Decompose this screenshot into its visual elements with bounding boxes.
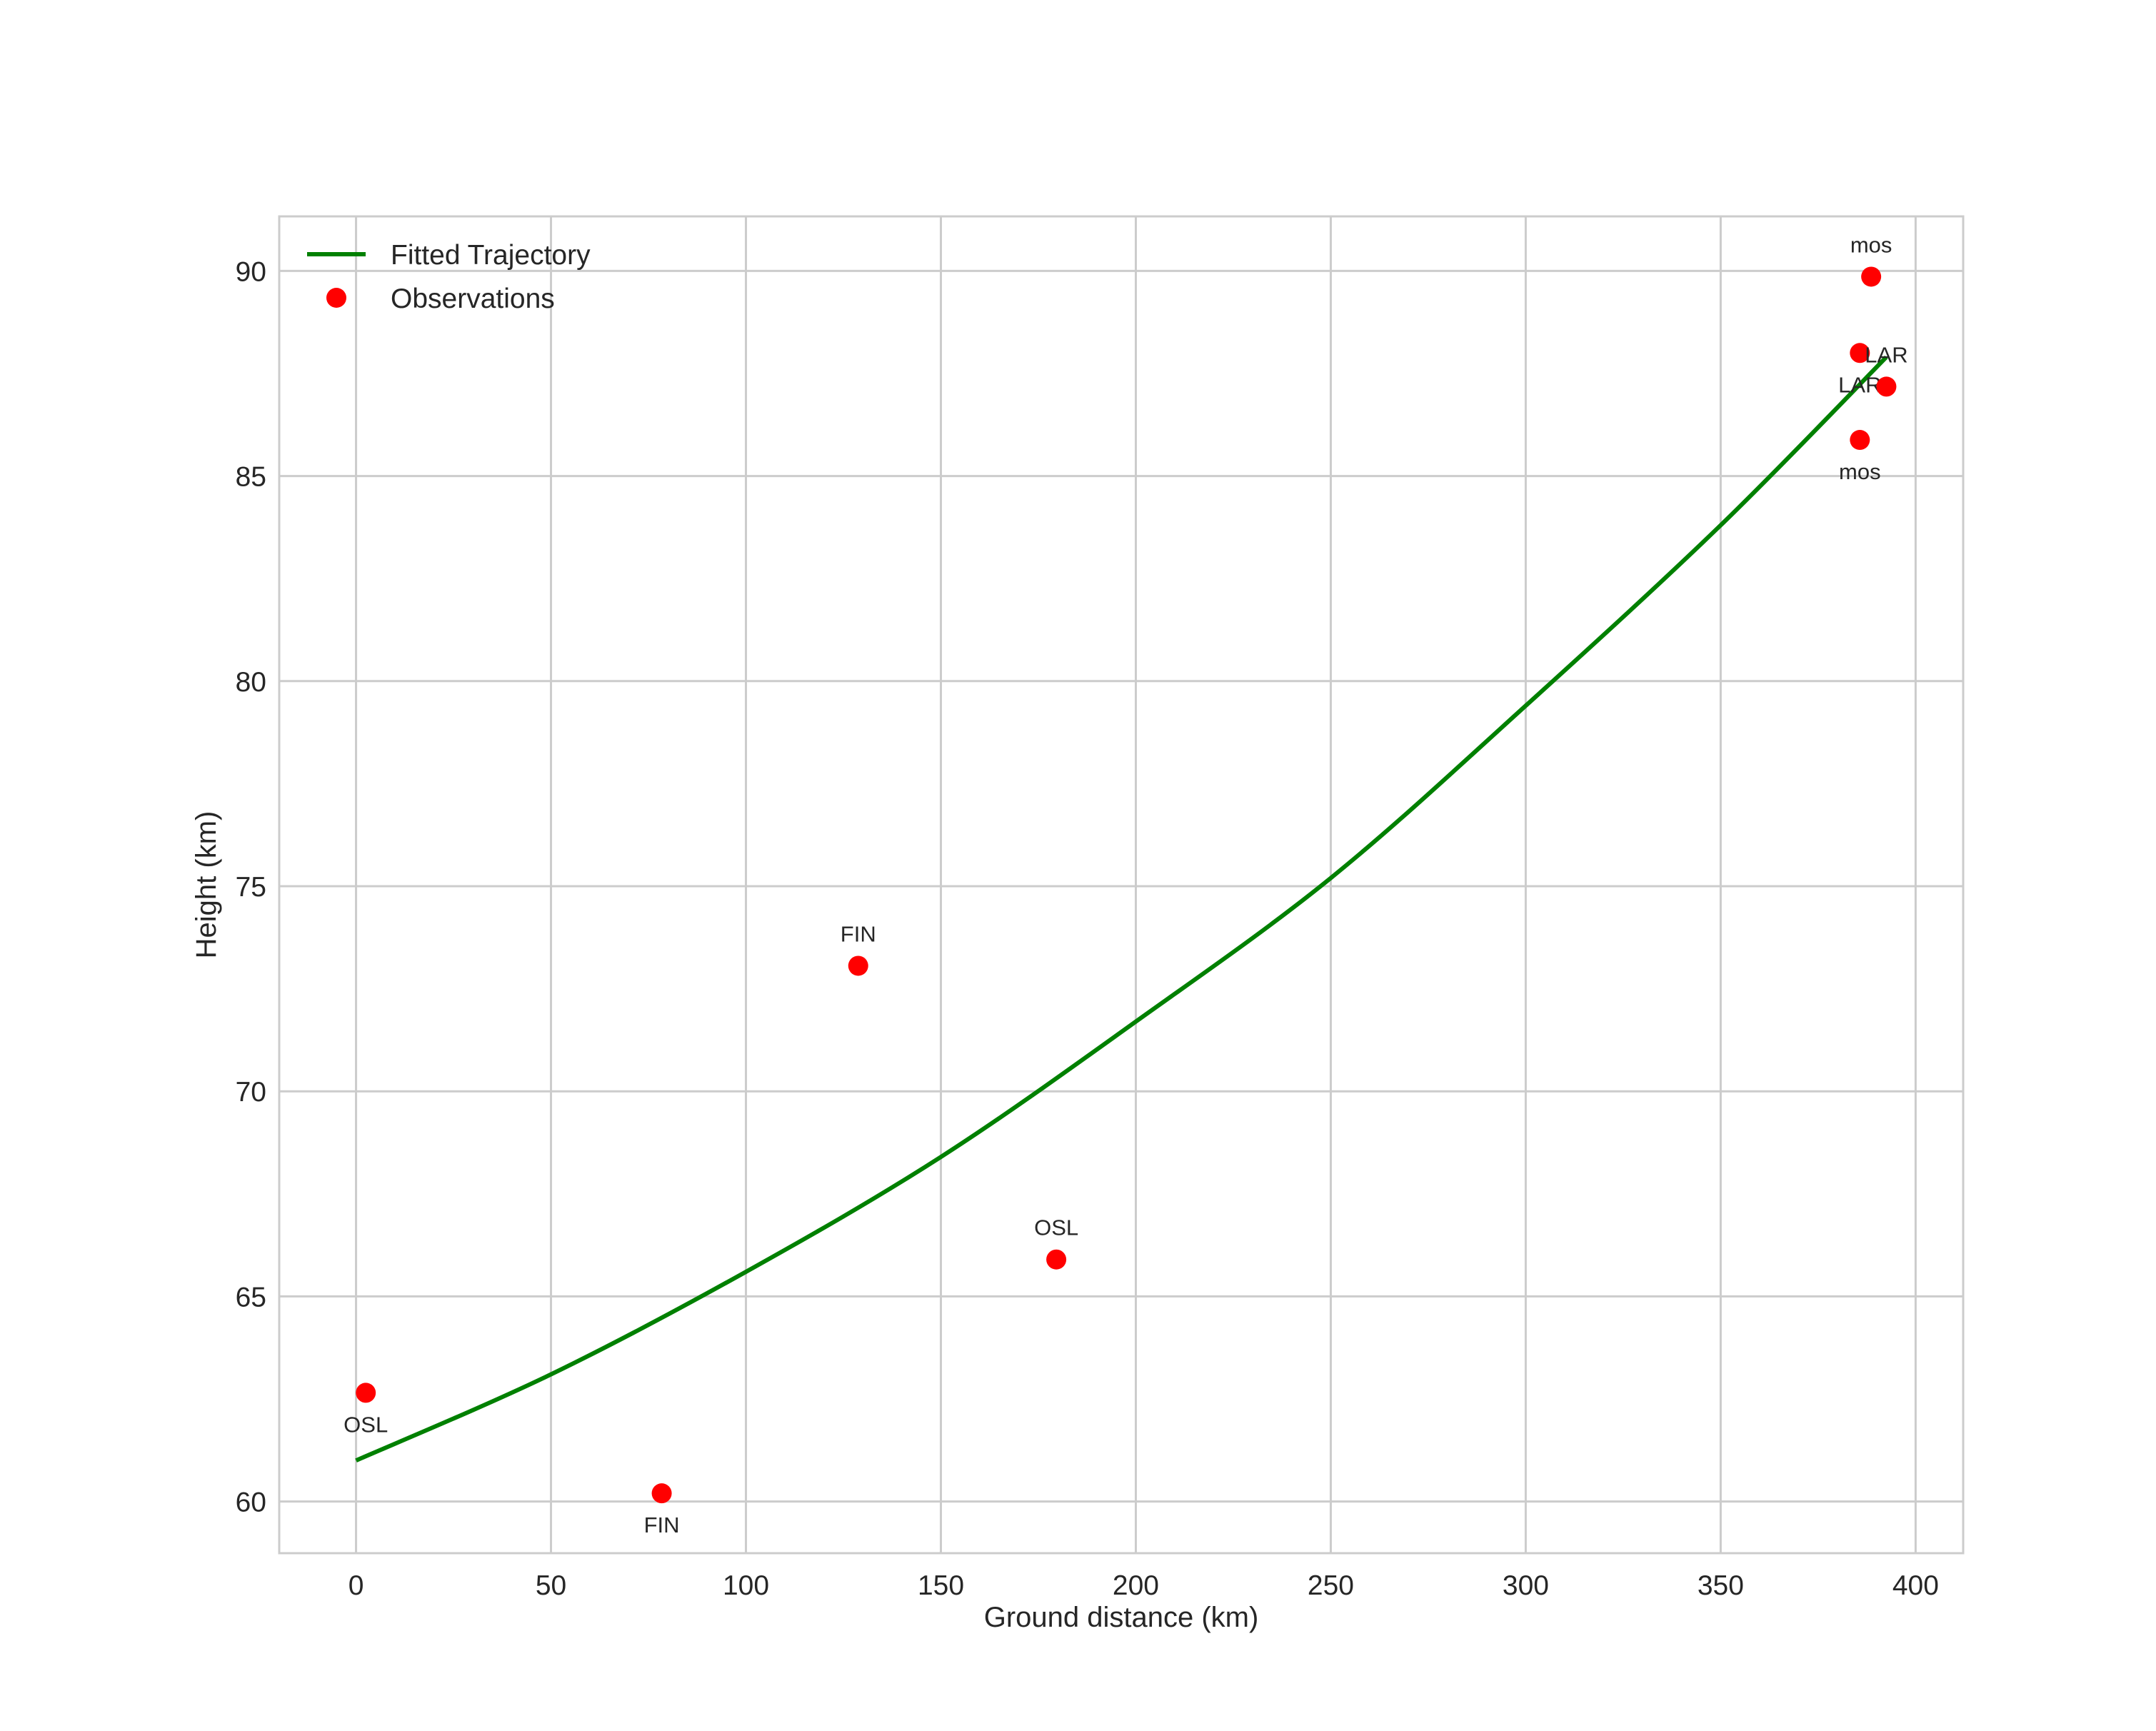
legend-label-fitted-trajectory: Fitted Trajectory xyxy=(391,240,591,271)
y-tick-label: 65 xyxy=(236,1282,266,1313)
x-tick-label: 200 xyxy=(1113,1570,1159,1601)
x-tick-label: 250 xyxy=(1308,1570,1354,1601)
plot-frame xyxy=(278,215,1965,1555)
observation-point xyxy=(1861,266,1882,287)
y-tick-label: 85 xyxy=(236,462,266,493)
observation-label: mos xyxy=(1850,232,1892,257)
y-tick-label: 70 xyxy=(236,1077,266,1108)
observation-point xyxy=(651,1483,672,1504)
legend-label-observations: Observations xyxy=(391,284,555,314)
observation-label: OSL xyxy=(1034,1215,1078,1240)
y-tick-label: 60 xyxy=(236,1487,266,1518)
grid xyxy=(279,216,1963,1553)
x-tick-label: 50 xyxy=(536,1570,566,1601)
observation-point xyxy=(848,955,868,976)
x-tick-label: 300 xyxy=(1503,1570,1549,1601)
observation-label: FIN xyxy=(644,1512,680,1537)
x-tick-label: 350 xyxy=(1698,1570,1744,1601)
y-tick-label: 90 xyxy=(236,256,266,287)
y-tick-label: 80 xyxy=(236,667,266,698)
legend-marker-swatch xyxy=(326,288,346,308)
observation-label: mos xyxy=(1839,459,1881,484)
y-tick-label: 75 xyxy=(236,872,266,903)
x-tick-label: 400 xyxy=(1892,1570,1939,1601)
observation-point xyxy=(1850,343,1870,363)
observation-label: FIN xyxy=(841,921,876,946)
observation-label: LAR xyxy=(1838,372,1881,397)
y-axis-label: Height (km) xyxy=(191,811,222,959)
x-tick-label: 100 xyxy=(723,1570,769,1601)
observation-point xyxy=(1046,1249,1067,1270)
legend: Fitted Trajectory Observations xyxy=(307,240,591,314)
observation-point xyxy=(356,1383,376,1403)
x-axis-label: Ground distance (km) xyxy=(984,1602,1259,1633)
fitted-trajectory-line xyxy=(355,355,1888,1462)
series: OSL FIN FIN OSL mos LAR LAR mos xyxy=(344,232,1907,1537)
ticks: 0 50 100 150 200 250 300 350 400 60 65 70 75 80 85 90 xyxy=(236,256,1939,1601)
x-tick-label: 0 xyxy=(349,1570,364,1601)
observation-point xyxy=(1850,430,1870,451)
observation-label: LAR xyxy=(1865,342,1907,367)
observation-point xyxy=(1876,376,1897,397)
observation-label: OSL xyxy=(344,1412,388,1437)
x-tick-label: 150 xyxy=(918,1570,964,1601)
